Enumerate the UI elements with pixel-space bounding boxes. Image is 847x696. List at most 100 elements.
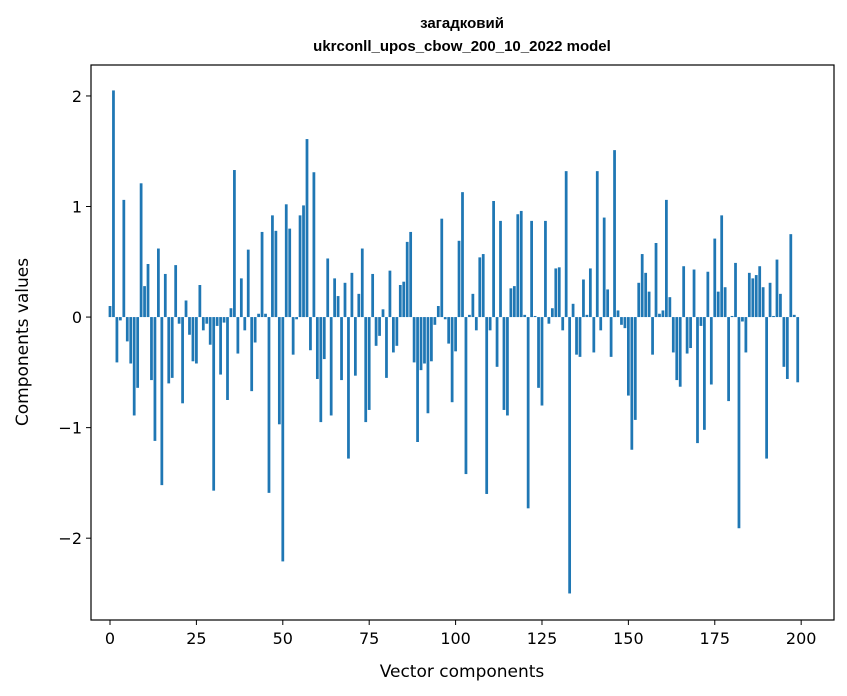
bar-28 xyxy=(205,317,209,324)
bar-191 xyxy=(768,282,772,318)
bar-41 xyxy=(250,317,254,392)
bar-48 xyxy=(274,230,278,318)
bar-17 xyxy=(167,317,171,384)
bar-69 xyxy=(347,317,350,459)
bar-197 xyxy=(789,234,793,318)
chart-title-line1: загадковий xyxy=(420,15,504,32)
bar-85 xyxy=(402,281,406,318)
bar-62 xyxy=(322,317,326,360)
bar-198 xyxy=(792,314,796,318)
bar-181 xyxy=(734,262,737,318)
bar-78 xyxy=(378,317,381,336)
bar-120 xyxy=(523,314,527,318)
bar-115 xyxy=(506,317,509,416)
bar-112 xyxy=(495,317,499,367)
bar-72 xyxy=(357,293,361,318)
y-tick-label: 1 xyxy=(72,198,82,217)
bar-25 xyxy=(195,317,198,364)
bar-105 xyxy=(471,293,475,318)
bar-31 xyxy=(215,317,219,326)
bar-161 xyxy=(665,199,668,318)
bar-9 xyxy=(139,183,143,318)
bar-158 xyxy=(654,243,658,318)
bar-107 xyxy=(478,257,482,318)
bar-1 xyxy=(112,90,115,318)
x-tick-label: 25 xyxy=(186,629,206,648)
bar-82 xyxy=(392,317,395,353)
bar-164 xyxy=(675,317,679,381)
bar-127 xyxy=(547,317,551,324)
bar-6 xyxy=(129,317,133,364)
bar-36 xyxy=(233,170,236,318)
bar-151 xyxy=(630,317,634,450)
bar-15 xyxy=(160,317,164,486)
x-tick-label: 200 xyxy=(786,629,817,648)
bar-150 xyxy=(627,317,630,396)
bar-124 xyxy=(537,317,540,388)
bar-114 xyxy=(502,317,506,410)
bar-94 xyxy=(433,317,437,325)
bar-74 xyxy=(364,317,368,423)
bar-113 xyxy=(499,220,502,318)
bar-35 xyxy=(229,308,233,318)
bar-196 xyxy=(785,317,789,379)
bar-65 xyxy=(333,278,337,318)
bar-166 xyxy=(682,266,686,318)
bar-148 xyxy=(620,317,623,325)
bar-11 xyxy=(146,264,150,318)
bar-7 xyxy=(132,317,136,416)
y-axis-label: Components values xyxy=(13,258,33,426)
bar-174 xyxy=(709,317,713,385)
x-tick-label: 175 xyxy=(700,629,731,648)
bar-141 xyxy=(595,171,599,318)
plot-frame xyxy=(90,64,835,621)
bar-97 xyxy=(443,317,447,320)
bar-176 xyxy=(716,291,720,318)
bar-24 xyxy=(191,317,195,362)
bar-106 xyxy=(474,317,478,331)
bar-102 xyxy=(461,192,464,318)
bar-175 xyxy=(713,238,717,318)
bar-171 xyxy=(699,317,703,326)
bar-67 xyxy=(340,317,343,381)
bar-184 xyxy=(744,317,748,353)
bar-149 xyxy=(623,317,627,329)
bar-13 xyxy=(153,317,157,441)
bar-series xyxy=(108,90,800,594)
bar-47 xyxy=(271,215,274,318)
bar-57 xyxy=(305,139,309,318)
bar-162 xyxy=(668,297,672,318)
bar-109 xyxy=(485,317,489,494)
bar-95 xyxy=(436,306,440,318)
bar-178 xyxy=(723,287,727,318)
bar-58 xyxy=(309,317,312,351)
bar-38 xyxy=(239,278,243,318)
bar-195 xyxy=(782,317,786,367)
bar-19 xyxy=(174,265,178,318)
bar-163 xyxy=(671,317,675,353)
bar-60 xyxy=(315,317,319,379)
bar-101 xyxy=(457,240,461,318)
bar-45 xyxy=(264,313,267,318)
bar-79 xyxy=(381,309,385,318)
bar-99 xyxy=(450,317,454,403)
bar-49 xyxy=(277,317,281,425)
bar-93 xyxy=(430,317,433,362)
bar-46 xyxy=(267,317,271,493)
bar-188 xyxy=(758,266,762,318)
bar-51 xyxy=(284,204,288,318)
x-axis-label: Vector components xyxy=(380,662,545,682)
bar-140 xyxy=(592,317,596,353)
bar-154 xyxy=(640,254,644,318)
bar-71 xyxy=(353,317,357,376)
y-tick-label: −1 xyxy=(58,419,82,438)
bar-128 xyxy=(550,308,554,318)
bar-129 xyxy=(554,268,558,318)
bar-146 xyxy=(613,150,616,318)
bar-117 xyxy=(512,286,516,318)
bar-64 xyxy=(329,317,333,416)
bar-50 xyxy=(281,317,285,562)
bar-33 xyxy=(222,317,226,323)
bar-4 xyxy=(122,199,126,318)
bar-68 xyxy=(343,282,347,318)
